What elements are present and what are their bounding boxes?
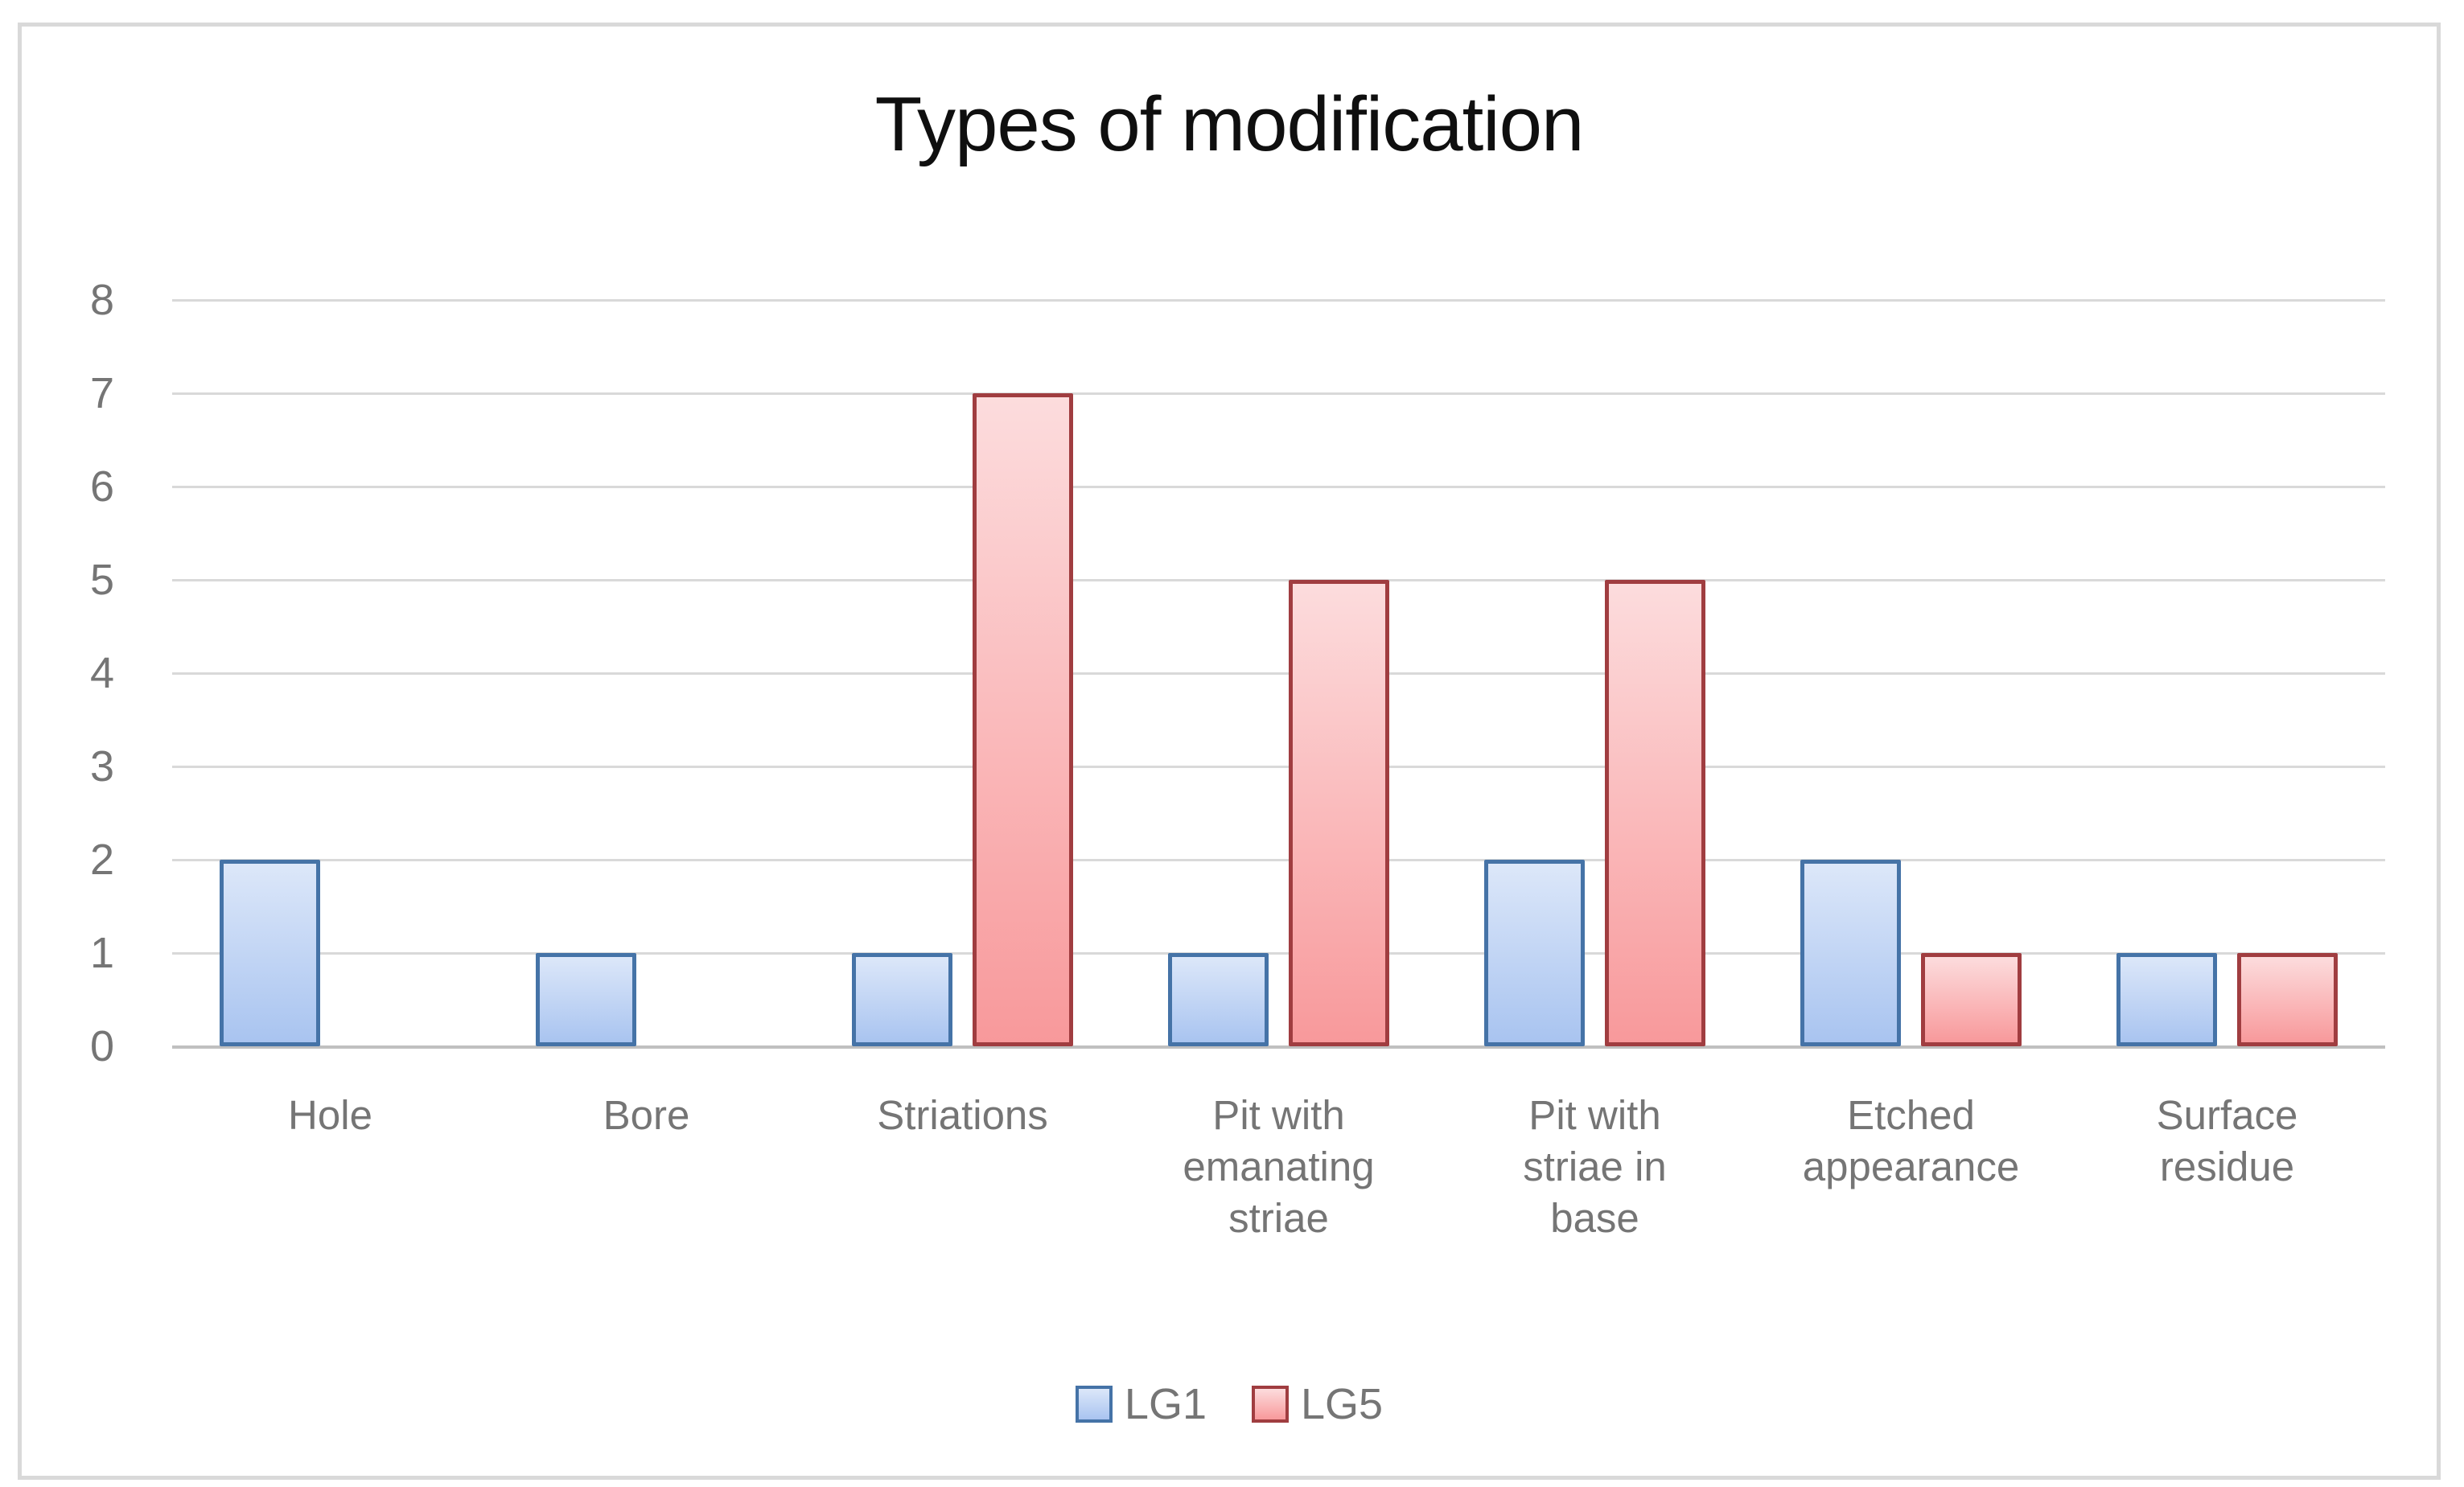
bar-lg5-pit-with-striae-in-base: [1605, 580, 1705, 1046]
x-axis: Hole Bore Striations Pit with emanating str…: [172, 1090, 2385, 1299]
x-category-label-text: Hole: [288, 1092, 372, 1138]
gridline-y-7: [172, 392, 2385, 395]
bar-lg1-striations: [852, 953, 952, 1046]
x-category-label-etched-appearance: Etched appearance: [1753, 1090, 2069, 1193]
chart-frame: Types of modification 0 1 2 3 4 5 6 7 8 Hole Bore…: [18, 23, 2441, 1480]
y-tick-label-7: 7: [89, 369, 114, 417]
gridline-y-5: [172, 579, 2385, 581]
x-category-label-hole: Hole: [172, 1090, 488, 1141]
gridline-y-2: [172, 859, 2385, 861]
x-category-label-text: Pit with emanating striae: [1183, 1092, 1375, 1241]
y-tick-label-2: 2: [89, 836, 114, 884]
y-tick-label-4: 4: [89, 649, 114, 697]
bar-lg1-pit-with-emanating-striae: [1168, 953, 1269, 1046]
x-category-label-pit-with-striae-in-base: Pit with striae in base: [1437, 1090, 1753, 1244]
y-tick-label-5: 5: [89, 556, 114, 604]
gridline-y-6: [172, 486, 2385, 488]
plot-area: [172, 299, 2385, 1049]
x-category-label-text: Striations: [877, 1092, 1048, 1138]
x-category-label-text: Pit with striae in base: [1523, 1092, 1667, 1241]
y-tick-label-8: 8: [89, 276, 114, 324]
gridline-y-8: [172, 299, 2385, 302]
x-category-label-text: Surface residue: [2156, 1092, 2298, 1189]
gridline-y-1: [172, 952, 2385, 955]
legend-label-lg5: LG5: [1301, 1380, 1384, 1428]
x-category-label-text: Etched appearance: [1802, 1092, 2020, 1189]
x-category-label-pit-with-emanating-striae: Pit with emanating striae: [1121, 1090, 1437, 1244]
y-tick-label-6: 6: [89, 462, 114, 511]
chart-title: Types of modification: [874, 81, 1585, 167]
legend-item-lg1: LG1: [1075, 1379, 1207, 1429]
bar-lg1-bore: [536, 953, 636, 1046]
legend-swatch-lg5: [1252, 1386, 1289, 1423]
x-axis-baseline: [172, 1045, 2385, 1049]
legend: LG1 LG5: [22, 1379, 2437, 1429]
gridline-y-3: [172, 766, 2385, 768]
x-category-label-text: Bore: [603, 1092, 690, 1138]
y-tick-label-3: 3: [89, 742, 114, 791]
legend-label-lg1: LG1: [1124, 1380, 1207, 1428]
bar-lg1-pit-with-striae-in-base: [1484, 860, 1585, 1046]
bar-lg5-striations: [973, 393, 1073, 1046]
y-tick-label-1: 1: [89, 929, 114, 977]
x-category-label-surface-residue: Surface residue: [2069, 1090, 2385, 1193]
y-tick-label-0: 0: [89, 1022, 114, 1070]
bar-lg5-pit-with-emanating-striae: [1289, 580, 1389, 1046]
bar-lg5-etched-appearance: [1921, 953, 2022, 1046]
legend-item-lg5: LG5: [1252, 1379, 1383, 1429]
bar-lg5-surface-residue: [2237, 953, 2338, 1046]
y-axis: 0 1 2 3 4 5 6 7 8: [22, 276, 150, 1070]
x-category-label-bore: Bore: [488, 1090, 804, 1141]
bar-lg1-etched-appearance: [1800, 860, 1901, 1046]
gridline-y-4: [172, 672, 2385, 675]
x-category-label-striations: Striations: [804, 1090, 1121, 1141]
legend-swatch-lg1: [1075, 1386, 1113, 1423]
bar-lg1-hole: [220, 860, 320, 1046]
bar-lg1-surface-residue: [2116, 953, 2217, 1046]
